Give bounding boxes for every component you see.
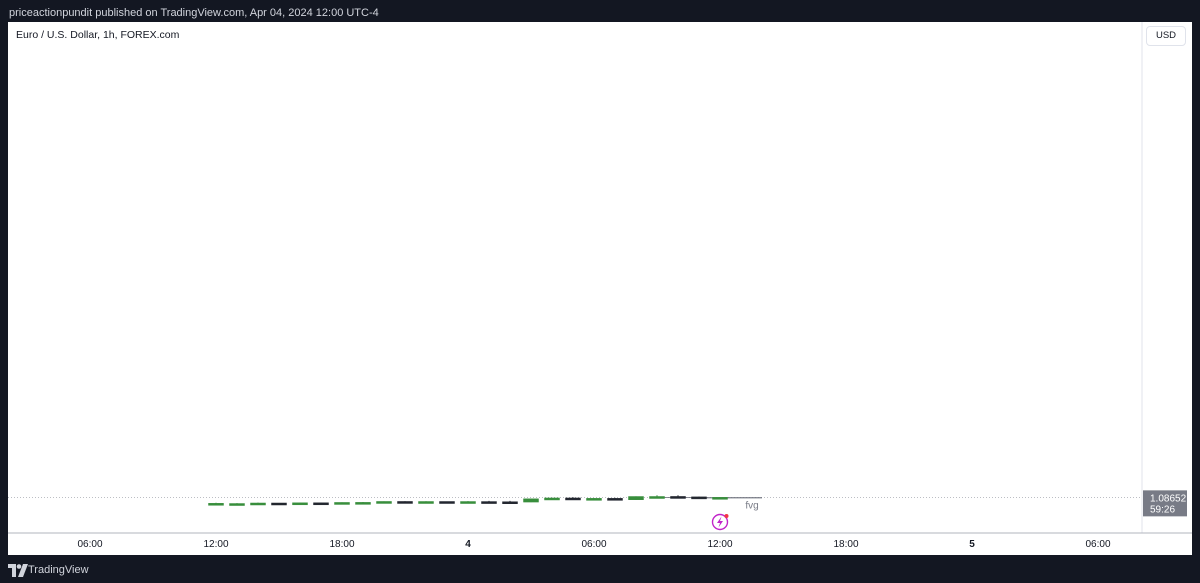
countdown-timer: 59:26: [1150, 504, 1175, 515]
candle-body: [334, 502, 350, 505]
candle-body: [565, 497, 581, 501]
candle-up: [334, 502, 350, 505]
tradingview-brand: TradingView: [28, 564, 89, 576]
candle-body: [229, 503, 245, 506]
bottom-bar: TradingView: [0, 558, 1200, 583]
candle-body: [502, 501, 518, 504]
x-tick-label: 12:00: [707, 539, 732, 550]
chart-frame: [8, 22, 1192, 555]
candle-up: [586, 498, 602, 501]
candle-down: [565, 497, 581, 501]
candle-down: [670, 495, 686, 499]
candle-up: [523, 498, 539, 503]
candle-body: [439, 501, 455, 504]
candle-up: [292, 502, 308, 506]
x-tick-label: 18:00: [329, 539, 354, 550]
x-tick-label: 06:00: [581, 539, 606, 550]
candle-body: [670, 496, 686, 499]
x-tick-label: 4: [465, 539, 471, 550]
fvg-annotation: fvg: [623, 497, 762, 512]
candle-up: [418, 501, 434, 504]
tradingview-logo-icon: [8, 564, 28, 577]
x-tick-label: 12:00: [203, 539, 228, 550]
top-bar: priceactionpundit published on TradingVi…: [0, 0, 1200, 24]
candle-body: [397, 501, 413, 504]
candle-up: [376, 501, 392, 504]
candle-up: [649, 495, 665, 499]
candle-down: [691, 496, 707, 500]
lightning-bolt: [717, 516, 723, 528]
candle-up: [229, 503, 245, 506]
last-price-value: 1.08652: [1150, 493, 1187, 504]
candle-down: [271, 502, 287, 506]
candle-body: [481, 501, 497, 504]
x-tick-label: 06:00: [77, 539, 102, 550]
candle-down: [607, 497, 623, 501]
candle-body: [691, 496, 707, 500]
x-tick-label: 18:00: [833, 539, 858, 550]
candle-body: [250, 502, 266, 506]
candle-down: [397, 501, 413, 504]
candle-body: [712, 497, 728, 500]
candle-body: [208, 503, 224, 506]
candle-up: [544, 497, 560, 501]
candle-body: [460, 501, 476, 504]
fvg-label: fvg: [745, 501, 758, 512]
candle-body: [607, 498, 623, 501]
x-tick-label: 5: [969, 539, 975, 550]
candle-down: [313, 502, 329, 506]
currency-button[interactable]: USD: [1146, 26, 1186, 46]
candle-body: [649, 496, 665, 499]
candle-up: [712, 497, 728, 500]
last-price-badge: [1143, 490, 1187, 517]
symbol-label: Euro / U.S. Dollar, 1h, FOREX.com: [16, 29, 180, 41]
candle-up: [355, 502, 371, 505]
publish-info: priceactionpundit published on TradingVi…: [9, 7, 379, 19]
candle-body: [418, 501, 434, 504]
candle-up: [628, 496, 644, 501]
candle-body: [586, 498, 602, 501]
candle-down: [502, 500, 518, 504]
candle-up: [208, 502, 224, 506]
candle-body: [313, 502, 329, 506]
candle-body: [523, 498, 539, 503]
notification-dot: [724, 514, 729, 518]
candle-body: [355, 502, 371, 505]
candle-body: [292, 502, 308, 506]
candle-down: [439, 501, 455, 504]
x-tick-label: 06:00: [1085, 539, 1110, 550]
candle-body: [544, 497, 560, 501]
candle-down: [481, 500, 497, 504]
candle-up: [250, 502, 266, 506]
candle-body: [376, 501, 392, 504]
candle-up: [460, 501, 476, 504]
lightning-event-icon: [711, 513, 729, 531]
candle-body: [628, 496, 644, 500]
candle-body: [271, 502, 287, 506]
